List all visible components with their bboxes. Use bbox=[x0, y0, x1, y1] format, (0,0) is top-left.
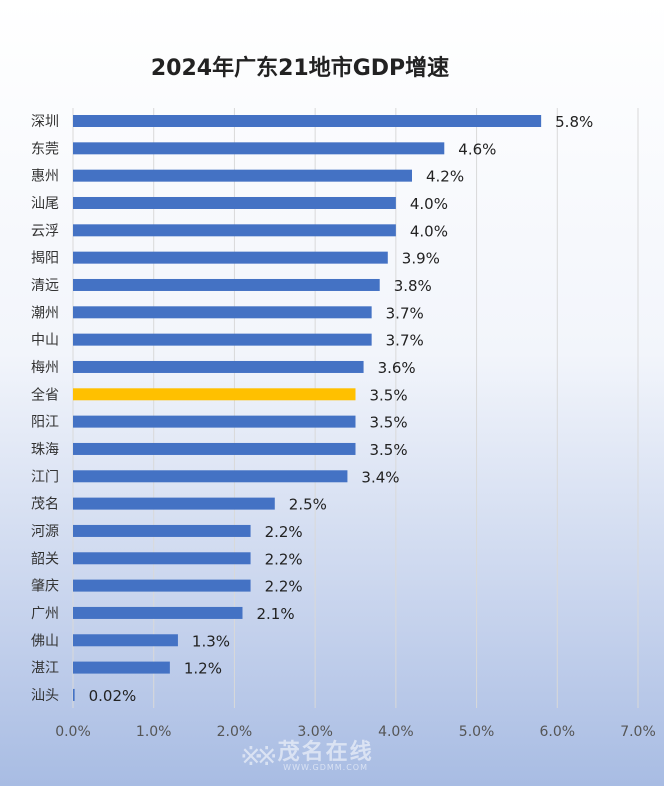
x-tick-label: 5.0% bbox=[459, 724, 495, 740]
bar bbox=[73, 169, 412, 182]
data-label: 4.0% bbox=[410, 222, 448, 240]
bar bbox=[73, 115, 542, 127]
data-label: 3.5% bbox=[370, 386, 408, 404]
data-label: 3.6% bbox=[378, 359, 416, 377]
data-label: 1.2% bbox=[184, 660, 222, 678]
y-category-label: 东莞 bbox=[31, 141, 59, 157]
bar bbox=[73, 360, 364, 373]
bar bbox=[73, 333, 372, 346]
bar bbox=[73, 552, 251, 565]
bar bbox=[73, 251, 388, 264]
x-tick-label: 0.0% bbox=[55, 724, 91, 740]
y-category-label: 珠海 bbox=[31, 442, 59, 458]
bar bbox=[73, 661, 170, 674]
y-category-label: 惠州 bbox=[31, 169, 59, 185]
y-category-label: 清远 bbox=[31, 278, 59, 294]
data-label: 3.4% bbox=[361, 468, 399, 486]
data-label: 5.8% bbox=[555, 113, 593, 131]
y-category-label: 汕头 bbox=[31, 688, 59, 704]
bar bbox=[73, 579, 251, 592]
watermark-logo-icon: ※※ bbox=[240, 742, 277, 773]
bar bbox=[73, 388, 356, 401]
bar bbox=[73, 196, 396, 209]
data-label: 4.6% bbox=[458, 140, 496, 158]
y-category-label: 中山 bbox=[31, 333, 59, 349]
watermark-name: 茂名在线 bbox=[277, 740, 374, 765]
y-category-label: 梅州 bbox=[31, 360, 59, 376]
chart-title: 2024年广东21地市GDP增速 bbox=[150, 56, 450, 81]
bar bbox=[73, 306, 372, 319]
watermark-url: WWW.GDMM.COM bbox=[283, 763, 369, 772]
x-tick-label: 4.0% bbox=[378, 724, 414, 740]
y-category-label: 全省 bbox=[31, 386, 59, 403]
y-category-label: 阳江 bbox=[31, 415, 59, 431]
data-label: 2.2% bbox=[265, 578, 303, 596]
y-category-label: 韶关 bbox=[31, 551, 59, 567]
y-category-label: 揭阳 bbox=[31, 251, 59, 267]
bar bbox=[73, 606, 243, 619]
y-category-label: 河源 bbox=[31, 524, 59, 540]
bar bbox=[73, 470, 348, 483]
data-label: 3.8% bbox=[394, 277, 432, 295]
data-label: 2.2% bbox=[265, 550, 303, 568]
data-label: 3.5% bbox=[370, 441, 408, 459]
data-label: 4.0% bbox=[410, 195, 448, 213]
x-tick-label: 7.0% bbox=[620, 724, 656, 740]
data-label: 3.7% bbox=[386, 304, 424, 322]
x-tick-label: 2.0% bbox=[217, 724, 253, 740]
y-category-label: 深圳 bbox=[31, 114, 59, 130]
x-tick-label: 1.0% bbox=[136, 724, 172, 740]
bar bbox=[73, 524, 251, 537]
x-tick-label: 6.0% bbox=[539, 724, 575, 740]
y-category-label: 江门 bbox=[31, 469, 59, 485]
bar bbox=[73, 442, 356, 455]
bar bbox=[73, 142, 445, 155]
data-label: 4.2% bbox=[426, 168, 464, 186]
y-category-label: 汕尾 bbox=[31, 196, 59, 212]
watermark: ※※ 茂名在线 WWW.GDMM.COM bbox=[240, 742, 374, 773]
data-label: 2.1% bbox=[257, 605, 295, 623]
bar bbox=[73, 278, 380, 291]
x-tick-label: 3.0% bbox=[297, 724, 333, 740]
y-category-label: 广州 bbox=[31, 606, 59, 622]
data-label: 3.5% bbox=[370, 414, 408, 432]
data-label: 1.3% bbox=[192, 632, 230, 650]
bar bbox=[73, 224, 396, 237]
bar bbox=[73, 634, 178, 647]
bar bbox=[73, 497, 275, 510]
y-category-label: 茂名 bbox=[31, 496, 59, 513]
y-category-label: 云浮 bbox=[31, 223, 59, 239]
y-category-label: 肇庆 bbox=[31, 579, 59, 595]
y-category-label: 潮州 bbox=[31, 305, 59, 321]
data-label: 2.5% bbox=[289, 496, 327, 514]
bar bbox=[73, 415, 356, 428]
data-label: 3.9% bbox=[402, 250, 440, 268]
bar bbox=[73, 688, 75, 701]
data-label: 2.2% bbox=[265, 523, 303, 541]
y-category-label: 佛山 bbox=[31, 633, 59, 649]
y-category-label: 湛江 bbox=[31, 661, 59, 677]
data-label: 3.7% bbox=[386, 332, 424, 350]
data-label: 0.02% bbox=[89, 687, 137, 705]
